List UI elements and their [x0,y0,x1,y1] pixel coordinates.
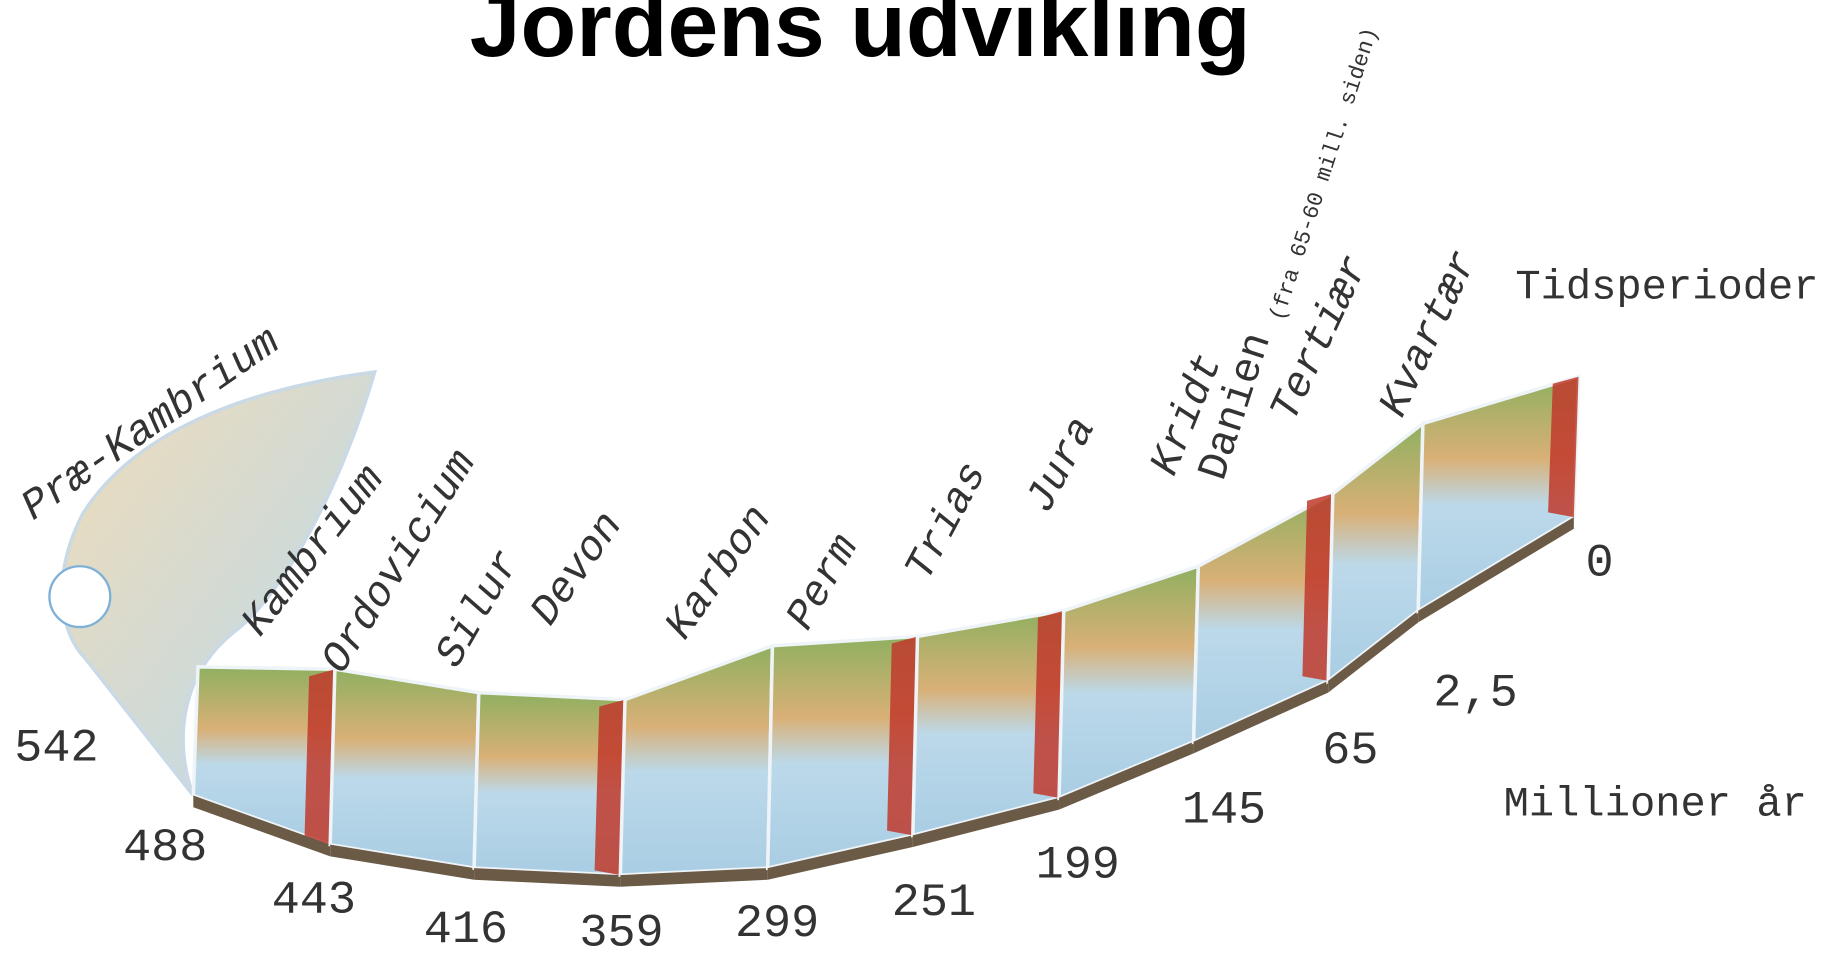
period-label: Perm [777,527,869,639]
age-label: 251 [892,877,976,930]
icon [49,566,110,627]
periods-heading: Tidsperioder [1515,263,1818,311]
period-label: Devon [521,503,633,634]
period-label: Jura [1016,409,1106,521]
age-label: 443 [272,875,356,928]
age-label: 145 [1182,784,1266,837]
ages-heading: Millioner år [1504,780,1807,828]
age-label: 542 [14,722,98,775]
period-segment [620,646,772,875]
period-label: Karbon [656,497,782,649]
period-segment [1328,424,1423,681]
age-label: 359 [579,907,663,957]
age-label: 488 [123,822,207,875]
period-label: Silur [426,542,531,675]
title: Jordens udvikling [470,0,1251,76]
period-segment [330,669,479,868]
period-label: Kvartær [1370,244,1488,425]
age-label: 65 [1322,725,1378,778]
period-segment [1059,566,1198,798]
page: {"header": {"title": "Jordens udvikling"… [0,0,1835,957]
segment-edge [1548,377,1578,517]
period-label: Trias [896,455,998,589]
age-label: 0 [1586,538,1614,591]
diagram: Jordens udvikling Tidsperioder Millioner… [0,0,1835,957]
age-label: 299 [735,898,819,951]
age-label: 416 [424,904,508,957]
age-label: 199 [1036,839,1120,892]
age-label: 2,5 [1433,667,1517,720]
